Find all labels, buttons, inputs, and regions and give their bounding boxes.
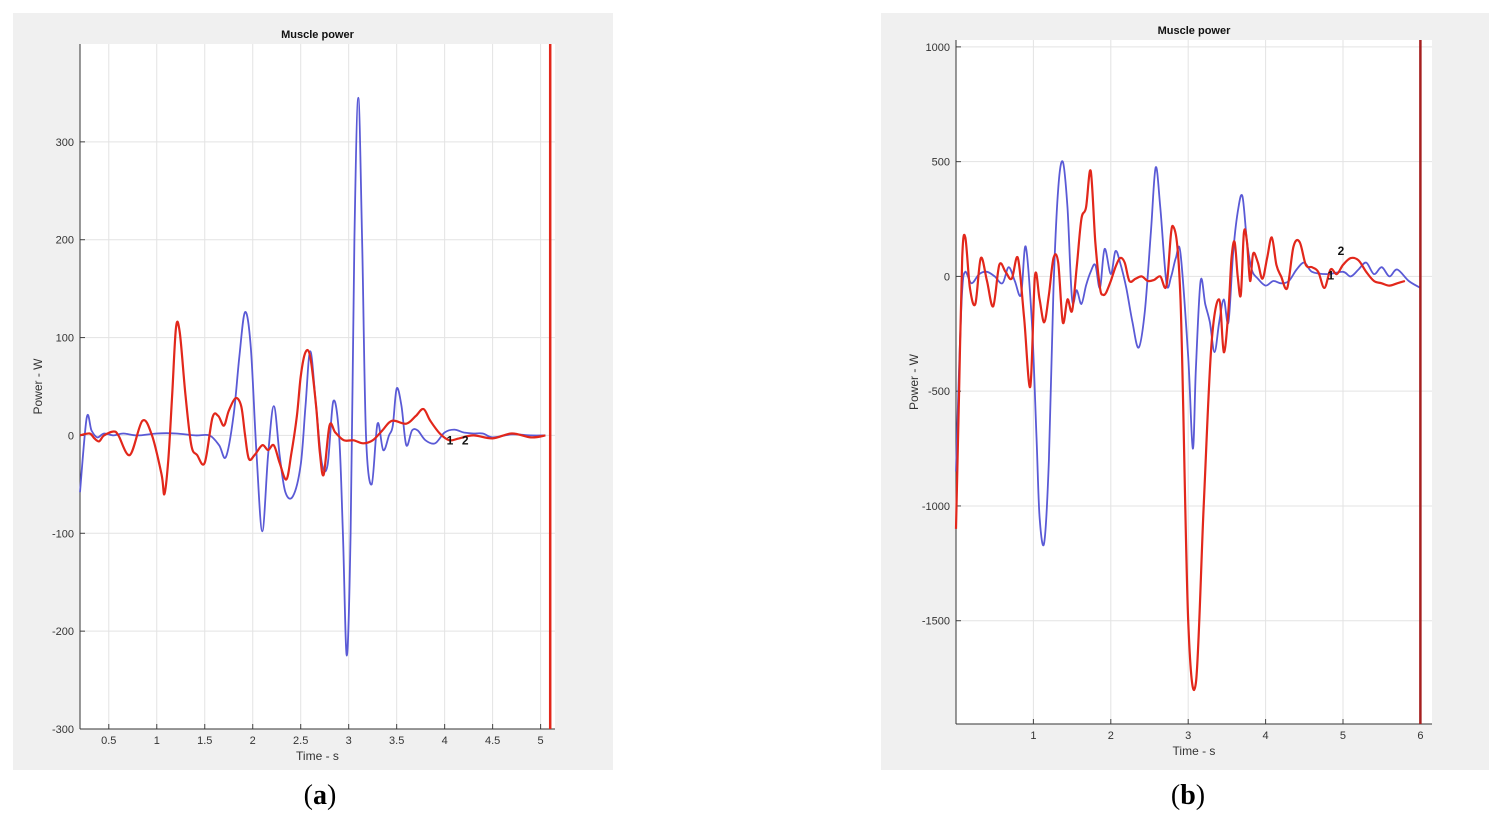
x-tick-label: 2.5: [293, 735, 308, 747]
x-tick-label: 3: [346, 735, 352, 747]
y-tick-label: 200: [56, 235, 74, 247]
y-tick-label: 300: [56, 137, 74, 149]
y-axis-label: Power - W: [31, 358, 45, 415]
x-tick-label: 1: [154, 735, 160, 747]
chart-panel-b: [881, 13, 1489, 770]
x-tick-label: 3.5: [389, 735, 404, 747]
y-tick-label: -200: [52, 626, 74, 638]
x-tick-label: 5: [538, 735, 544, 747]
chart-title: Muscle power: [281, 29, 354, 41]
x-tick-label: 2: [250, 735, 256, 747]
caption-a-letter: a: [313, 780, 327, 811]
plot-area: [80, 44, 555, 729]
y-tick-label: -100: [52, 528, 74, 540]
y-tick-label: 100: [56, 333, 74, 345]
x-tick-label: 4: [442, 735, 448, 747]
x-axis-label: Time - s: [296, 749, 339, 763]
caption-a: (a): [303, 780, 337, 811]
x-tick-label: 0.5: [101, 735, 116, 747]
series-annotation: 2: [462, 433, 469, 447]
series-annotation: 1: [447, 433, 454, 447]
y-tick-label: -300: [52, 724, 74, 736]
x-tick-label: 4.5: [485, 735, 500, 747]
series-2-line: [79, 320, 546, 496]
series-1-line: [79, 96, 546, 657]
caption-b: (b): [1170, 780, 1206, 811]
x-tick-label: 1.5: [197, 735, 212, 747]
caption-b-letter: b: [1180, 780, 1196, 811]
y-tick-label: 0: [68, 430, 74, 442]
